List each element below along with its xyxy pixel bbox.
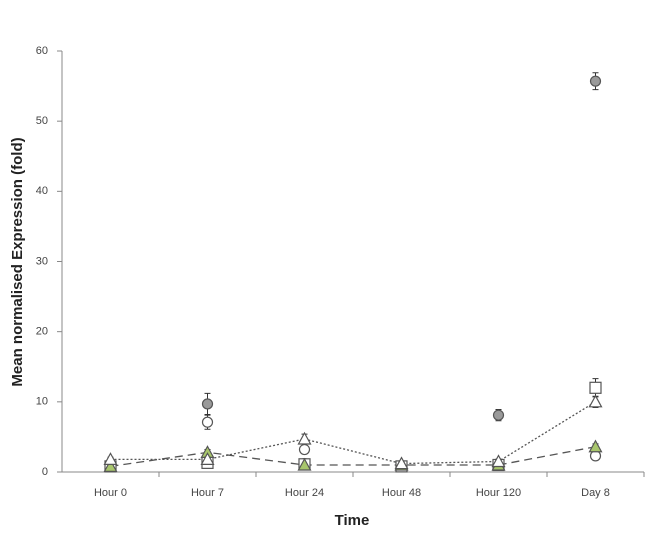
marker [394,456,409,470]
y-tick-label: 20 [36,326,48,338]
x-axis-label: Time [335,512,370,529]
y-tick-label: 40 [36,185,48,197]
y-tick-label: 0 [42,466,48,478]
x-tick-label: Hour 7 [191,487,224,499]
x-tick-label: Hour 0 [94,487,127,499]
y-tick-label: 10 [36,396,48,408]
marker [492,409,505,421]
marker [298,443,311,456]
y-tick-label: 60 [36,45,48,57]
marker [588,439,603,453]
x-tick-label: Day 8 [581,487,610,499]
marker [103,459,118,472]
marker [201,416,214,428]
marker [103,452,118,465]
marker [491,454,506,468]
marker [589,75,602,87]
y-tick-label: 30 [36,255,48,267]
series-line [110,446,596,468]
marker [297,457,312,471]
y-axis-label: Mean normalised Expression (fold) [9,137,26,386]
x-tick-label: Hour 24 [285,487,324,499]
marker [589,381,602,394]
marker [588,394,603,408]
y-tick-label: 50 [36,115,48,127]
marker [201,398,214,410]
x-tick-label: Hour 48 [382,487,421,499]
series-line [110,401,596,465]
marker [297,431,312,445]
marker [589,450,602,462]
x-tick-label: Hour 120 [476,487,521,499]
marker [200,452,215,465]
